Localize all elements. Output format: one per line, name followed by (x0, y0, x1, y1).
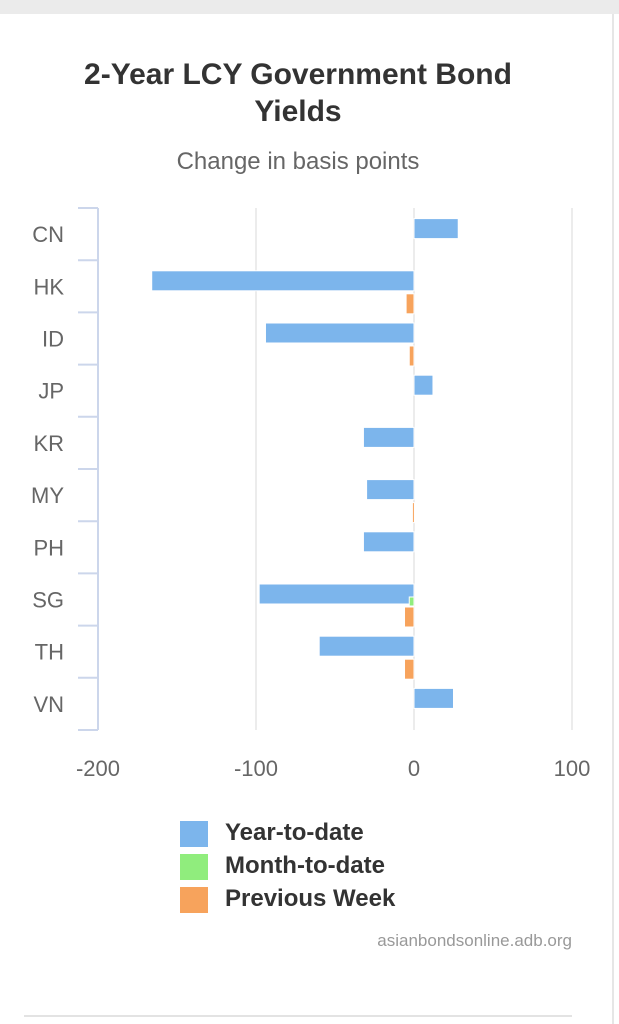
chart-card (0, 14, 614, 1024)
bar (151, 270, 415, 292)
bar (404, 606, 415, 628)
category-label: MY (31, 483, 64, 508)
bar-chart: CN HK ID JP KR MY PH SG TH VN -200 -100 0 100 (31, 207, 591, 781)
category-label: JP (38, 379, 64, 404)
bar (258, 583, 415, 605)
bar (318, 635, 415, 657)
bar (362, 426, 415, 448)
chart-subtitle: Change in basis points (176, 148, 420, 175)
bottom-divider (24, 1015, 572, 1017)
legend-label: Previous Week (225, 885, 396, 912)
legend-label: Year-to-date (225, 819, 364, 846)
bar (408, 596, 415, 607)
bar (413, 374, 434, 396)
category-label: VN (33, 692, 64, 717)
chart-title: 2-Year LCY Government Bond Yields (84, 58, 512, 128)
bar (413, 687, 454, 709)
bar (411, 502, 415, 524)
x-tick-label: 100 (554, 756, 591, 781)
legend-swatch (180, 854, 208, 880)
legend-swatch (180, 821, 208, 847)
bar (264, 322, 415, 344)
bar (405, 293, 415, 315)
bar (404, 658, 415, 680)
bar (362, 531, 415, 553)
bar (366, 479, 415, 501)
category-label: SG (32, 588, 64, 613)
category-label: HK (33, 274, 64, 299)
bar (408, 345, 415, 367)
category-label: CN (32, 222, 64, 247)
credit-link[interactable]: asianbondsonline.adb.org (377, 931, 572, 950)
category-label: ID (42, 327, 64, 352)
bar (413, 218, 459, 240)
legend-swatch (180, 887, 208, 913)
x-tick-label: -100 (234, 756, 278, 781)
top-divider (0, 0, 619, 14)
category-label: TH (35, 640, 64, 665)
x-tick-label: -200 (76, 756, 120, 781)
x-tick-label: 0 (408, 756, 420, 781)
category-label: KR (33, 431, 64, 456)
category-label: PH (33, 535, 64, 560)
legend-label: Month-to-date (225, 852, 385, 879)
